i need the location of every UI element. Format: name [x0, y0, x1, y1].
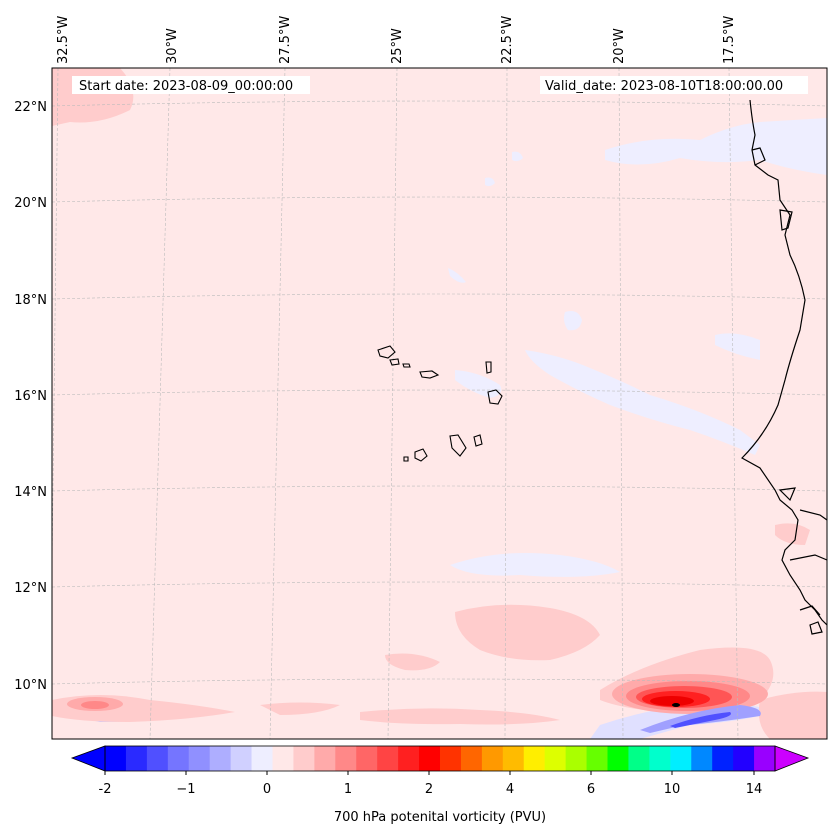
colorbar-frame — [104, 745, 776, 772]
colorbar-cell — [649, 746, 671, 771]
colorbar-cell — [670, 746, 692, 771]
lon-label: 20°W — [612, 28, 627, 64]
colorbar-cell — [125, 746, 148, 771]
colorbar-tick-label: 2 — [425, 782, 433, 797]
colorbar-tick-label: 0 — [263, 782, 271, 797]
colorbar-cell — [586, 746, 608, 771]
colorbar-cell — [523, 746, 546, 771]
colorbar-cell — [754, 746, 776, 771]
colorbar-cell — [691, 746, 713, 771]
map-panel — [52, 68, 827, 739]
colorbar-cell — [481, 746, 504, 771]
lon-label: 17.5°W — [722, 16, 737, 64]
colorbar-tick-label: 14 — [746, 782, 763, 797]
colorbar-cell — [251, 746, 273, 771]
colorbar-cell — [146, 746, 169, 771]
map-frame — [51, 67, 828, 740]
colorbar-cell — [712, 746, 734, 771]
colorbar-ticks: -2 −1 0 1 2 4 6 10 14 — [99, 771, 763, 797]
lat-label: 22°N — [14, 100, 47, 115]
colorbar-cell — [460, 746, 483, 771]
lon-label: 25°W — [390, 28, 405, 64]
colorbar-cell — [502, 746, 525, 771]
colorbar-cell — [377, 746, 399, 771]
pv-maximum — [67, 674, 768, 733]
colorbar-tick-label: -2 — [99, 782, 112, 797]
colorbar-cell — [398, 746, 420, 771]
lon-label: 30°W — [165, 28, 180, 64]
colorbar-label: 700 hPa potenital vorticity (PVU) — [334, 810, 546, 825]
lon-label: 27.5°W — [278, 16, 293, 64]
colorbar-over-arrow — [774, 745, 810, 772]
colorbar-tick-label: 10 — [664, 782, 681, 797]
colorbar-cell — [607, 746, 629, 771]
colorbar-tick-label: −1 — [176, 782, 195, 797]
colorbar-tick-label: 1 — [344, 782, 352, 797]
cape-verde-islands — [377, 345, 503, 462]
colorbar-under-arrow — [70, 745, 106, 772]
colorbar-cell — [565, 746, 588, 771]
colorbar-cell — [440, 746, 462, 771]
colorbar-cell — [314, 746, 336, 771]
colorbar-cell — [733, 746, 755, 771]
valid-date-box — [540, 76, 808, 94]
colorbar-cell — [188, 746, 211, 771]
field-background — [52, 68, 827, 739]
colorbar-tick-label: 6 — [587, 782, 595, 797]
colorbar-cell — [544, 746, 567, 771]
colorbar-cell — [419, 746, 441, 771]
valid-date: Valid_date: 2023-08-10T18:00:00.00 — [545, 79, 783, 94]
colorbar-cells — [105, 746, 776, 771]
lat-label: 14°N — [14, 485, 47, 500]
colorbar-cell — [230, 746, 253, 771]
graticule — [52, 68, 827, 739]
colorbar-cell — [167, 746, 190, 771]
colorbar-cell — [293, 746, 315, 771]
colorbar-cell — [356, 746, 378, 771]
colorbar-tick-label: 4 — [506, 782, 514, 797]
colorbar-cell — [628, 746, 650, 771]
lat-label: 16°N — [14, 389, 47, 404]
colorbar-cell — [272, 746, 294, 771]
start-date: Start date: 2023-08-09_00:00:00 — [79, 79, 293, 94]
colorbar-cell — [209, 746, 232, 771]
lat-label: 18°N — [14, 293, 47, 308]
lat-label: 20°N — [14, 196, 47, 211]
coastline — [741, 99, 827, 635]
lon-label: 22.5°W — [500, 16, 515, 64]
date-annotation: Start date: 2023-08-09_00:00:00 Valid_da… — [72, 76, 808, 94]
lat-label: 10°N — [14, 678, 47, 693]
lon-label: 32.5°W — [56, 16, 71, 64]
lat-labels: 22°N 20°N 18°N 16°N 14°N 12°N 10°N — [14, 100, 47, 693]
start-date-box — [72, 76, 310, 94]
colorbar-cell — [105, 746, 127, 771]
colorbar: -2 −1 0 1 2 4 6 10 14 700 hPa potenital … — [70, 745, 810, 825]
lat-label: 12°N — [14, 581, 47, 596]
colorbar-cell — [335, 746, 357, 771]
lon-labels: 32.5°W 30°W 27.5°W 25°W 22.5°W 20°W 17.5… — [56, 16, 737, 64]
